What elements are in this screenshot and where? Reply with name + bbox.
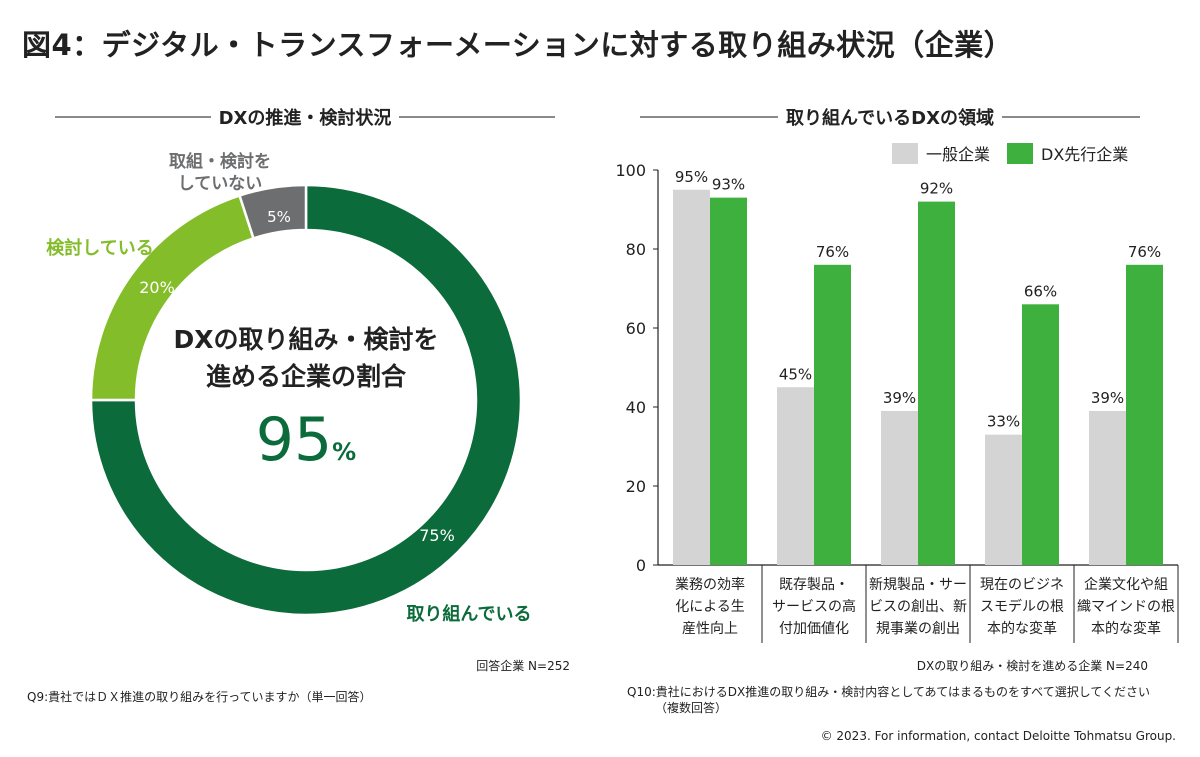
bar-dx-leading bbox=[710, 197, 747, 565]
x-category-label: 新規製品・サー bbox=[869, 577, 967, 593]
slice-pct-doing: 75% bbox=[419, 526, 455, 545]
y-tick-label: 80 bbox=[626, 240, 646, 259]
donut-slice-doing bbox=[89, 183, 523, 617]
y-tick-label: 60 bbox=[626, 319, 646, 338]
x-category-label: スモデルの根 bbox=[980, 598, 1064, 615]
bar-value-label: 66% bbox=[1024, 282, 1057, 300]
x-category-label: 織マインドの根 bbox=[1077, 599, 1175, 615]
bar-value-label: 93% bbox=[712, 176, 745, 194]
donut-question: Q9:貴社ではＤＸ推進の取り組みを行っていますか（単一回答） bbox=[27, 690, 372, 704]
x-category-label: 既存製品・ bbox=[779, 577, 849, 593]
label-doing: 取り組んでいる bbox=[406, 603, 531, 625]
bar-general bbox=[1089, 410, 1126, 565]
donut-slices bbox=[89, 183, 523, 617]
bar-dx-leading bbox=[1022, 304, 1059, 565]
x-category-label: 本的な変革 bbox=[1091, 620, 1161, 637]
bar-value-label: 76% bbox=[1128, 243, 1161, 261]
bar-general bbox=[985, 434, 1022, 565]
bar-value-label: 95% bbox=[675, 168, 708, 186]
heading-rule-right bbox=[399, 116, 556, 118]
center-text-line2: 進める企業の割合 bbox=[206, 362, 407, 391]
bar-question-line1: Q10:貴社におけるDX推進の取り組み・検討内容としてあてはまるものをすべて選択… bbox=[627, 685, 1150, 699]
donut-slice-not bbox=[237, 183, 308, 240]
center-text-line1: DXの取り組み・検討を bbox=[173, 325, 438, 354]
center-value-number: 95 bbox=[256, 405, 332, 475]
x-category-label: 本的な変革 bbox=[987, 620, 1057, 637]
x-category-label: サービスの高 bbox=[772, 598, 856, 615]
heading-rule-left bbox=[55, 116, 211, 118]
bars: 95% 45% 39% 33% 39% 93% 76% 92% 66% 76% bbox=[673, 168, 1163, 565]
legend-item-general-label: 一般企業 bbox=[926, 145, 990, 164]
y-tick-label: 40 bbox=[626, 398, 646, 417]
label-not-line1: 取組・検討を bbox=[169, 151, 271, 172]
donut-panel-heading: DXの推進・検討状況 bbox=[55, 104, 556, 130]
copyright: © 2023. For information, contact Deloitt… bbox=[820, 729, 1176, 743]
donut-heading-text: DXの推進・検討状況 bbox=[218, 108, 392, 129]
x-category-label: 産性向上 bbox=[682, 621, 738, 637]
bar-dx-leading bbox=[1126, 264, 1163, 565]
x-category-label: ビスの創出、新 bbox=[869, 599, 967, 615]
bar-respondents: DXの取り組み・検討を進める企業 N=240 bbox=[916, 659, 1148, 673]
bar-heading-text: 取り組んでいるDXの領域 bbox=[786, 108, 994, 129]
bar-value-label: 39% bbox=[883, 389, 916, 407]
donut-respondents: 回答企業 N=252 bbox=[476, 659, 570, 673]
bar-panel-heading: 取り組んでいるDXの領域 bbox=[640, 104, 1141, 130]
bar-value-label: 33% bbox=[987, 413, 1020, 431]
bar-general bbox=[673, 189, 710, 565]
heading-rule-right bbox=[1001, 116, 1141, 118]
bar-dx-leading bbox=[918, 201, 955, 565]
y-axis: 0 20 40 60 80 100 bbox=[615, 161, 1179, 643]
donut-chart: DXの取り組み・検討を 進める企業の割合 95% 75% 20% 5% 取り組ん… bbox=[46, 151, 531, 625]
y-tick-label: 100 bbox=[615, 161, 646, 180]
x-category-label: 業務の効率 bbox=[675, 576, 745, 593]
bar-dx-leading bbox=[814, 264, 851, 565]
slice-pct-not: 5% bbox=[267, 208, 291, 226]
bar-value-label: 39% bbox=[1091, 389, 1124, 407]
y-tick-label: 0 bbox=[636, 556, 646, 575]
bar-value-label: 92% bbox=[920, 180, 953, 198]
center-value: 95% bbox=[256, 405, 356, 475]
legend-item-general-swatch bbox=[892, 143, 918, 164]
label-considering: 検討している bbox=[46, 237, 153, 259]
x-category-label: 規事業の創出 bbox=[876, 621, 960, 637]
legend-item-dx-leading-label: DX先行企業 bbox=[1041, 145, 1128, 164]
x-category-label: 付加価値化 bbox=[779, 621, 849, 637]
bar-question-line2: （複数回答） bbox=[655, 701, 728, 715]
slice-pct-considering: 20% bbox=[139, 278, 175, 297]
bar-general bbox=[881, 410, 918, 565]
y-tick-label: 20 bbox=[626, 477, 646, 496]
legend: 一般企業 DX先行企業 bbox=[892, 143, 1128, 164]
bar-value-label: 45% bbox=[779, 365, 812, 383]
x-category-label: 現在のビジネ bbox=[980, 577, 1064, 593]
legend-item-dx-leading-swatch bbox=[1007, 143, 1033, 164]
bar-value-label: 76% bbox=[816, 243, 849, 261]
x-category-label: 化による生 bbox=[675, 599, 745, 615]
center-value-unit: % bbox=[332, 438, 356, 466]
page-title: 図4：デジタル・トランスフォーメーションに対する取り組み状況（企業） bbox=[22, 28, 1014, 62]
x-category-label: 企業文化や組 bbox=[1084, 576, 1168, 593]
label-not-line2: していない bbox=[178, 174, 263, 194]
bar-general bbox=[777, 387, 814, 565]
heading-rule-left bbox=[640, 116, 779, 118]
